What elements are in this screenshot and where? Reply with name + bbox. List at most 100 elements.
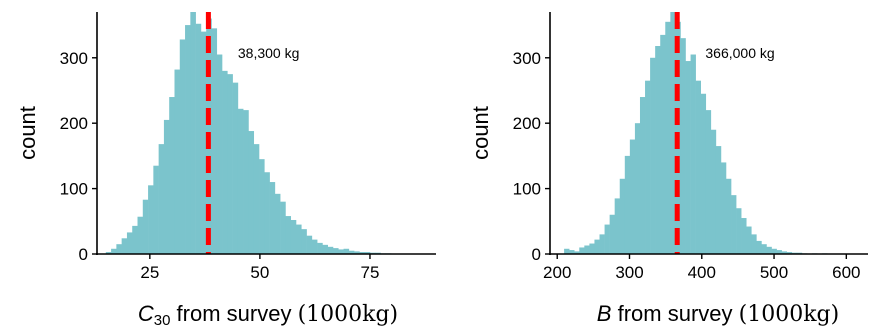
histogram-bar xyxy=(766,246,772,254)
y-tick-label: 300 xyxy=(60,49,88,68)
histogram-bar xyxy=(269,182,276,254)
histogram-bar xyxy=(317,242,323,254)
histogram-bar xyxy=(264,172,270,254)
histogram-bar xyxy=(665,21,671,255)
histogram-bar xyxy=(137,216,144,254)
histogram-bar xyxy=(222,70,228,254)
histogram-bar xyxy=(200,31,207,255)
histogram-bar xyxy=(311,239,318,254)
mean-annotation: 38,300 kg xyxy=(238,45,300,61)
histogram-bar xyxy=(158,144,165,254)
histogram-bar xyxy=(211,28,218,254)
histogram-bar xyxy=(746,226,752,254)
x-tick-label: 500 xyxy=(760,263,788,282)
histogram-bar xyxy=(725,178,732,254)
histogram-bar xyxy=(695,80,701,255)
histogram-bar xyxy=(655,46,661,255)
histogram-bar xyxy=(645,80,651,255)
histogram-bar xyxy=(190,12,196,254)
histogram-bar xyxy=(650,57,656,254)
histogram-bar xyxy=(296,224,302,254)
histogram-bar xyxy=(243,110,249,254)
x-tick-label: 200 xyxy=(543,263,571,282)
histogram-bar xyxy=(343,248,350,254)
histogram-bar xyxy=(710,129,717,254)
histogram-bar xyxy=(322,244,328,254)
histogram-bar xyxy=(285,216,292,254)
histogram-bar xyxy=(629,139,636,254)
x-tick-label: 600 xyxy=(832,263,860,282)
y-tick-label: 200 xyxy=(60,114,88,133)
histogram-bar xyxy=(594,239,600,254)
histogram-bar xyxy=(776,250,782,254)
histogram-bar xyxy=(715,146,722,254)
histogram-bar xyxy=(761,244,767,254)
histogram-bar xyxy=(253,144,260,254)
histogram-bar xyxy=(185,25,191,254)
x-tick-label: 75 xyxy=(361,263,380,282)
x-tick-label: 400 xyxy=(688,263,716,282)
histogram-bar xyxy=(685,61,691,254)
histogram-bar xyxy=(690,54,696,255)
histogram-bar xyxy=(306,235,313,254)
histogram-bar xyxy=(232,82,239,254)
histogram-bar xyxy=(781,251,787,254)
histogram-bar xyxy=(126,232,133,254)
histogram-bar xyxy=(756,240,762,254)
histogram-bar xyxy=(359,252,365,254)
histogram-bar xyxy=(660,34,666,254)
histogram-bar xyxy=(163,119,170,254)
histogram-bar xyxy=(680,38,686,254)
histogram-bar xyxy=(731,195,737,254)
y-axis-title: count xyxy=(15,106,40,160)
histogram-bar xyxy=(332,248,339,254)
histogram-bar xyxy=(670,12,676,254)
histogram-bar xyxy=(589,243,595,254)
histogram-bar xyxy=(301,229,307,254)
histogram-bar xyxy=(153,165,159,254)
histogram-bar xyxy=(259,159,265,254)
histogram-bar xyxy=(290,219,297,254)
y-tick-label: 0 xyxy=(79,245,88,264)
y-tick-label: 300 xyxy=(513,49,541,68)
histogram-bar xyxy=(354,251,360,254)
y-tick-label: 100 xyxy=(60,180,88,199)
histogram-bar xyxy=(174,69,181,254)
histogram-bar xyxy=(248,131,255,254)
histogram-bar xyxy=(574,251,580,254)
x-axis-title: B from survey (1000kg) xyxy=(597,301,839,327)
histogram-bar xyxy=(736,208,742,254)
histogram-bar xyxy=(179,39,186,254)
histogram-bar xyxy=(639,97,646,254)
histogram-bar xyxy=(609,214,615,254)
histogram-bar xyxy=(327,246,334,254)
x-tick-label: 25 xyxy=(140,263,159,282)
histogram-bar xyxy=(741,218,747,254)
y-tick-label: 200 xyxy=(513,114,541,133)
histogram-bar xyxy=(564,248,570,254)
histogram-bar xyxy=(364,252,371,254)
x-axis-title: C30 from survey (1000kg) xyxy=(138,301,398,329)
mean-annotation: 366,000 kg xyxy=(705,45,774,61)
histogram-bar xyxy=(569,250,575,254)
histogram-bar xyxy=(599,234,605,254)
histogram-bar xyxy=(786,252,793,254)
histogram-bar xyxy=(348,250,355,254)
histogram-bar xyxy=(705,110,712,254)
y-tick-label: 100 xyxy=(513,180,541,199)
histogram-bar xyxy=(237,108,244,254)
histogram-bar xyxy=(280,201,286,254)
histogram-bar xyxy=(227,74,233,254)
histogram-bar xyxy=(148,185,154,254)
bars xyxy=(564,12,828,255)
histogram-bar xyxy=(604,224,610,254)
histogram-bar xyxy=(771,248,777,254)
histogram-bar xyxy=(579,247,585,254)
x-tick-label: 300 xyxy=(615,263,643,282)
histogram-panel-c30: 38,300 kg 0 100 200 300 25 50 75 count C30 from s… xyxy=(15,12,436,329)
histogram-bar xyxy=(216,54,223,255)
histogram-bar xyxy=(624,155,631,254)
histogram-bar xyxy=(274,193,281,254)
histogram-bar xyxy=(195,23,202,254)
